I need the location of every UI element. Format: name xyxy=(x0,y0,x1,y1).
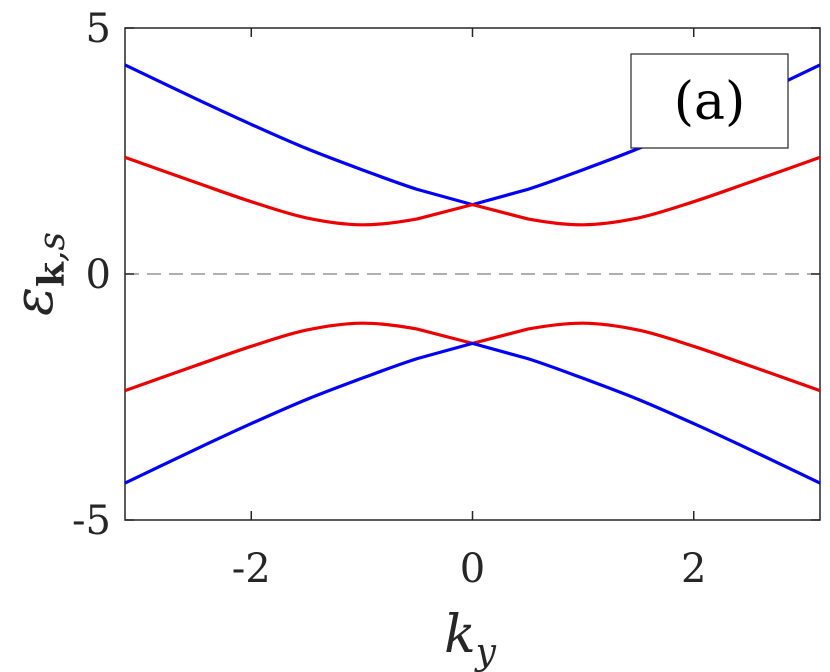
x-tick-label: -2 xyxy=(232,546,271,592)
y-axis-label: εk,s xyxy=(2,232,73,316)
y-tick-label: 0 xyxy=(86,252,111,298)
y-tick-label: 5 xyxy=(86,6,111,52)
panel-label-text: (a) xyxy=(674,72,746,132)
axis-ticks: -2 0 2 -5 0 5 xyxy=(72,6,820,592)
series-line-2 xyxy=(124,155,821,227)
x-tick-label: 2 xyxy=(681,546,706,592)
series-line-4 xyxy=(124,341,821,485)
y-tick-label: -5 xyxy=(72,498,111,544)
x-tick-label: 0 xyxy=(460,546,485,592)
panel-label-box: (a) xyxy=(630,53,789,149)
x-axis-label: ky xyxy=(444,605,497,672)
panel-label-frame xyxy=(630,53,789,149)
